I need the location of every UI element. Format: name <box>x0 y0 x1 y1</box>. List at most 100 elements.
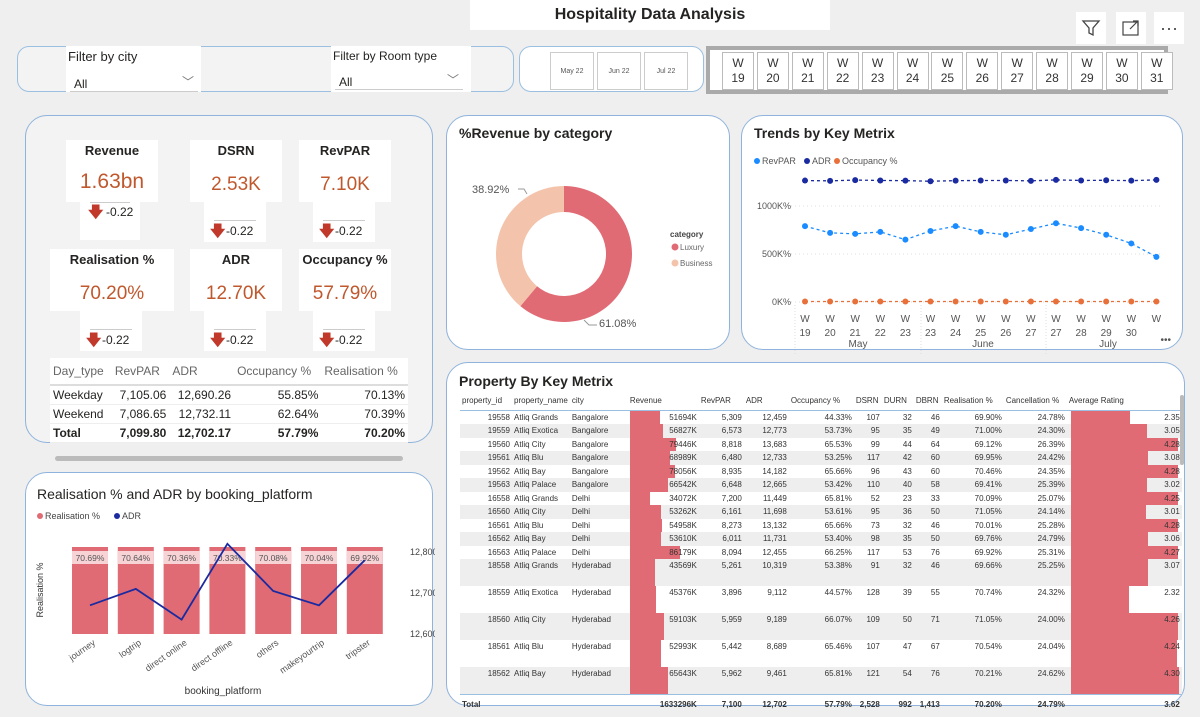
data-point[interactable] <box>827 177 834 184</box>
week-button[interactable]: W 24 <box>896 52 929 90</box>
table-row[interactable]: 18562 Atliq Bay Hyderabad 65643K 5,962 9,461 6… <box>460 667 1182 694</box>
legend-item[interactable]: RevPAR <box>762 156 796 166</box>
column-header[interactable]: RevPAR <box>111 358 170 386</box>
data-point[interactable] <box>1078 298 1085 305</box>
column-header[interactable]: ADR <box>169 358 235 386</box>
column-header[interactable]: DSRN <box>853 392 882 411</box>
table-row[interactable]: 19559 Atliq Exotica Bangalore 56827K 6,573 12… <box>460 424 1182 438</box>
data-point[interactable] <box>1027 177 1034 184</box>
legend-item[interactable]: Luxury <box>680 243 704 252</box>
data-point[interactable] <box>1128 177 1135 184</box>
column-header[interactable]: RevPAR <box>698 392 744 411</box>
data-point[interactable] <box>927 298 934 305</box>
more-options-icon[interactable]: ··· <box>1154 12 1184 44</box>
data-point[interactable] <box>902 236 909 243</box>
legend-item[interactable]: ADR <box>122 511 142 521</box>
week-button[interactable]: W 20 <box>756 52 789 90</box>
donut-slice-business[interactable] <box>496 186 564 307</box>
data-point[interactable] <box>1053 298 1059 305</box>
table-row[interactable]: 18558 Atliq Grands Hyderabad 43569K 5,261 10,… <box>460 559 1182 586</box>
week-button[interactable]: W 27 <box>1001 52 1034 90</box>
table-row[interactable]: 19563 Atliq Palace Bangalore 66542K 6,648 12,… <box>460 478 1182 492</box>
column-header[interactable]: Day_type <box>50 358 112 386</box>
data-point[interactable] <box>1103 177 1110 184</box>
data-point[interactable] <box>877 177 884 184</box>
filter-icon[interactable] <box>1076 12 1106 44</box>
data-point[interactable] <box>1002 231 1009 238</box>
month-button[interactable]: May 22 <box>550 52 594 90</box>
data-point[interactable] <box>952 177 959 184</box>
column-header[interactable]: property_id <box>460 392 512 411</box>
data-point[interactable] <box>1103 298 1110 305</box>
data-point[interactable] <box>1027 298 1034 305</box>
data-point[interactable] <box>1153 253 1160 260</box>
week-button[interactable]: W 30 <box>1105 52 1138 90</box>
data-point[interactable] <box>952 298 959 305</box>
data-point[interactable] <box>1053 176 1059 183</box>
room-type-dropdown[interactable]: All ﹀ <box>335 70 463 90</box>
data-point[interactable] <box>852 298 859 305</box>
column-header[interactable]: city <box>569 392 628 411</box>
data-point[interactable] <box>952 223 959 230</box>
column-header[interactable]: Occupancy % <box>234 358 322 386</box>
table-row[interactable]: 16558 Atliq Grands Delhi 34072K 7,200 11,449 6… <box>460 491 1182 505</box>
table-row[interactable]: 19562 Atliq Bay Bangalore 78056K 8,935 14,182… <box>460 464 1182 478</box>
legend-item[interactable]: ADR <box>812 156 832 166</box>
data-point[interactable] <box>1153 176 1160 183</box>
table-row[interactable]: 18561 Atliq Blu Hyderabad 52993K 5,442 8,689 6… <box>460 640 1182 667</box>
month-button[interactable]: Jun 22 <box>597 52 641 90</box>
data-point[interactable] <box>977 228 984 235</box>
data-point[interactable] <box>877 298 884 305</box>
data-point[interactable] <box>1002 177 1009 184</box>
column-header[interactable]: Realisation % <box>321 358 408 386</box>
week-button[interactable]: W 25 <box>931 52 964 90</box>
table-row[interactable]: 16562 Atliq Bay Delhi 53610K 6,011 11,731 53.4… <box>460 532 1182 546</box>
more-options-icon[interactable]: ••• <box>1160 335 1171 346</box>
legend-item[interactable]: Occupancy % <box>842 156 898 166</box>
legend-item[interactable]: Realisation % <box>45 511 100 521</box>
data-point[interactable] <box>1078 225 1085 232</box>
data-point[interactable] <box>1053 220 1059 227</box>
data-point[interactable] <box>827 298 834 305</box>
column-header[interactable]: Realisation % <box>941 392 1004 411</box>
column-header[interactable]: property_name <box>512 392 570 411</box>
data-point[interactable] <box>902 177 909 184</box>
data-point[interactable] <box>877 228 884 235</box>
column-header[interactable]: Average Rating <box>1066 392 1182 411</box>
data-point[interactable] <box>927 178 934 185</box>
data-point[interactable] <box>1103 231 1110 238</box>
week-button[interactable]: W 19 <box>722 52 754 90</box>
donut-slice-luxury[interactable] <box>520 186 632 322</box>
week-button[interactable]: W 26 <box>966 52 999 90</box>
column-header[interactable]: Revenue <box>627 392 699 411</box>
week-button[interactable]: W 29 <box>1071 52 1103 90</box>
table-row[interactable]: 18559 Atliq Exotica Hyderabad 45376K 3,896 9,… <box>460 586 1182 613</box>
data-point[interactable] <box>902 298 909 305</box>
data-point[interactable] <box>827 229 834 236</box>
focus-mode-icon[interactable] <box>1116 12 1146 44</box>
legend-item[interactable]: Business <box>680 259 712 268</box>
data-point[interactable] <box>802 177 808 184</box>
table-row[interactable]: 16560 Atliq City Delhi 53262K 6,161 11,698 53.… <box>460 505 1182 519</box>
data-point[interactable] <box>852 177 859 184</box>
data-point[interactable] <box>1128 240 1135 247</box>
column-header[interactable]: DBRN <box>913 392 942 411</box>
table-row[interactable]: 16561 Atliq Blu Delhi 54958K 8,273 13,132 65.6… <box>460 518 1182 532</box>
column-header[interactable]: Cancellation % <box>1003 392 1067 411</box>
data-point[interactable] <box>1078 177 1085 184</box>
table-row[interactable]: 16563 Atliq Palace Delhi 86179K 8,094 12,455 6… <box>460 545 1182 559</box>
column-header[interactable]: DURN <box>881 392 914 411</box>
data-point[interactable] <box>802 298 808 305</box>
column-header[interactable]: ADR <box>743 392 789 411</box>
data-point[interactable] <box>1128 298 1135 305</box>
data-point[interactable] <box>977 177 984 184</box>
vertical-scrollbar[interactable] <box>1180 395 1184 465</box>
table-row[interactable]: 19558 Atliq Grands Bangalore 51694K 5,309 12,… <box>460 410 1182 424</box>
week-button[interactable]: W 22 <box>826 52 859 90</box>
data-point[interactable] <box>977 298 984 305</box>
table-row[interactable]: 18560 Atliq City Hyderabad 59103K 5,959 9,189… <box>460 613 1182 640</box>
week-button[interactable]: W 31 <box>1140 52 1173 90</box>
week-button[interactable]: W 21 <box>791 52 824 90</box>
month-button[interactable]: Jul 22 <box>644 52 688 90</box>
week-button[interactable]: W 23 <box>861 52 894 90</box>
